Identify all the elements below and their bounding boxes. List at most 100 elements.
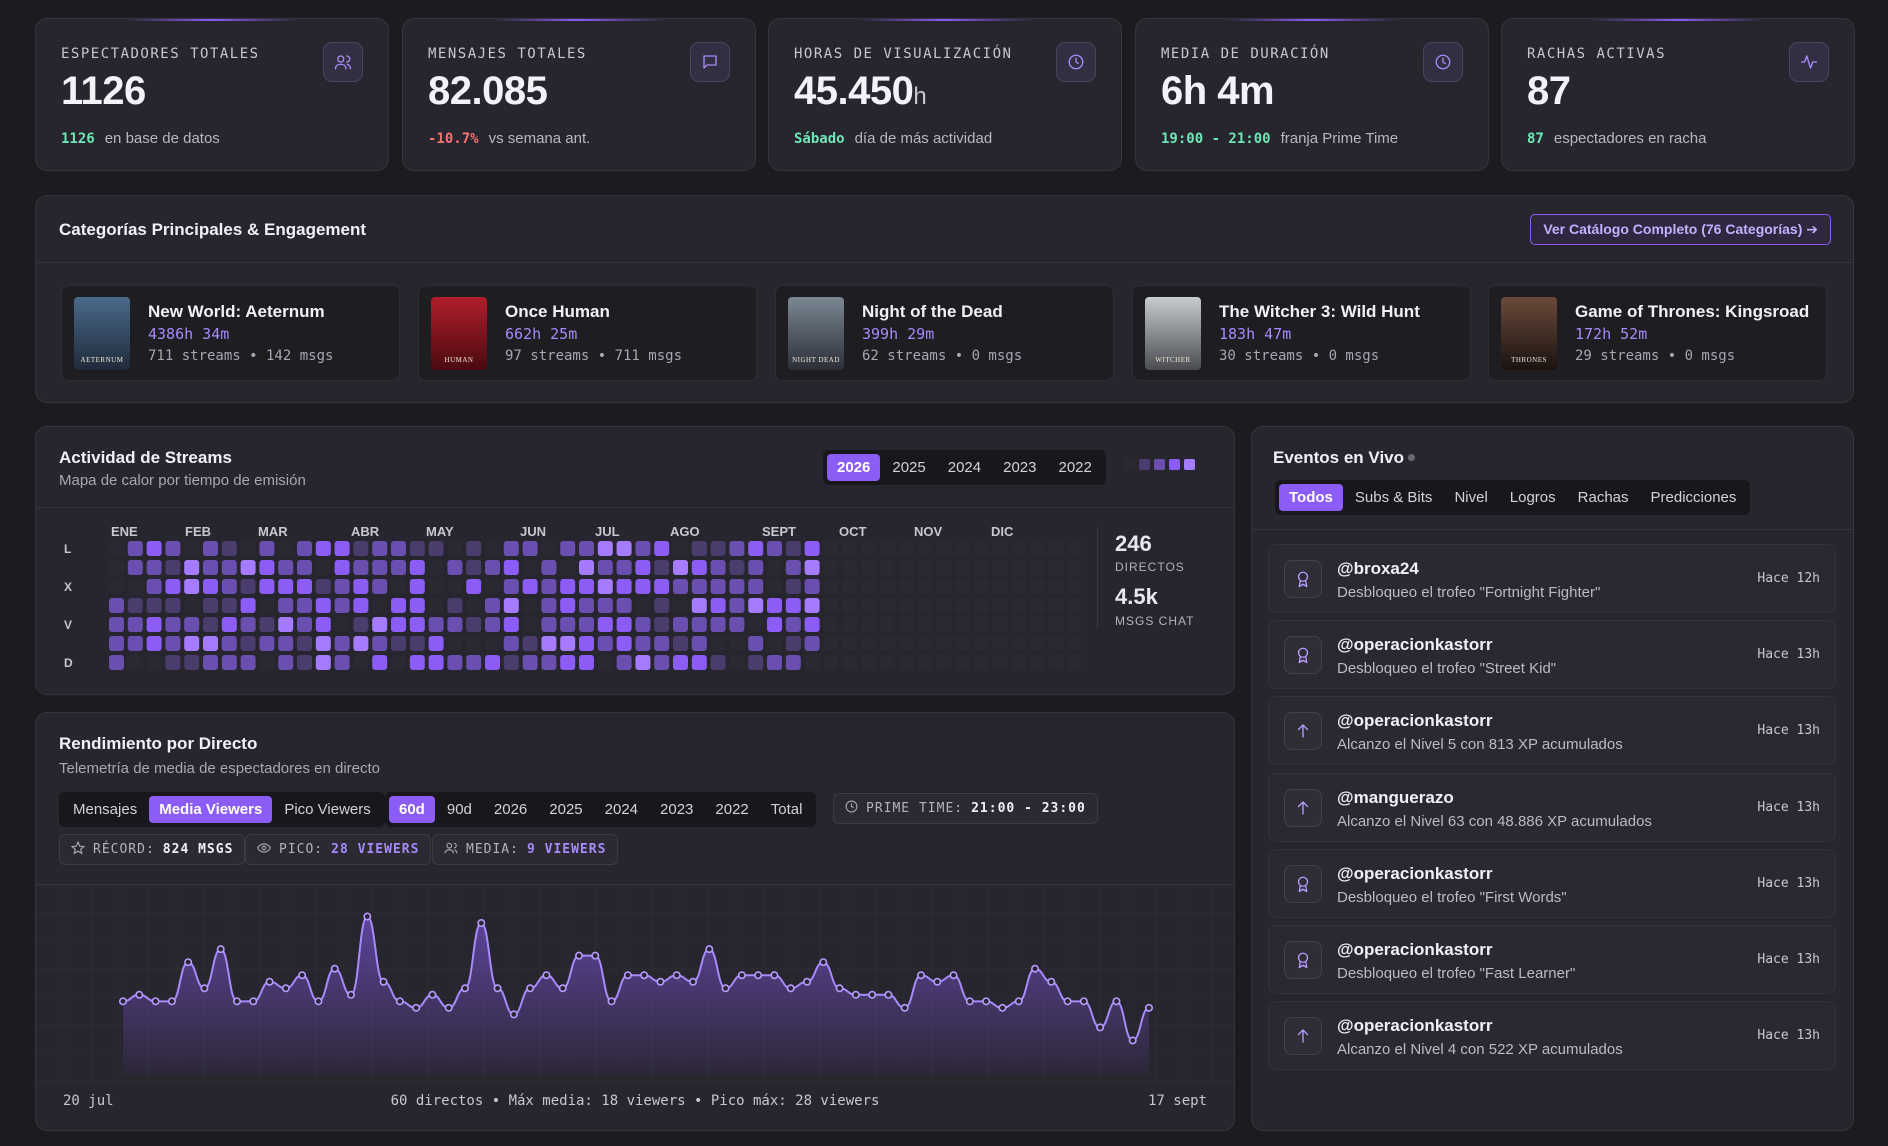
range-tab-2025[interactable]: 2025 [549,801,583,818]
heatmap-cell[interactable] [992,541,1008,556]
heatmap-cell[interactable] [485,655,500,670]
heatmap-cell[interactable] [879,598,895,613]
heatmap-cell[interactable] [127,655,143,670]
heatmap-cell[interactable] [560,560,576,575]
heatmap-cell[interactable] [804,617,820,632]
heatmap-cell[interactable] [466,541,482,556]
heatmap-cell[interactable] [334,541,350,556]
heatmap-cell[interactable] [597,598,613,613]
data-point[interactable] [509,1010,518,1019]
heatmap-cell[interactable] [785,579,801,594]
heatmap-cell[interactable] [203,598,218,613]
category-card[interactable]: AETERNUM New World: Aeternum 4386h 34m 711 … [61,285,400,381]
heatmap-cell[interactable] [842,655,858,670]
heatmap-cell[interactable] [146,617,162,632]
data-point[interactable] [998,1003,1007,1012]
heatmap-cell[interactable] [710,579,726,594]
heatmap-cell[interactable] [879,579,895,594]
heatmap-cell[interactable] [898,636,914,651]
heatmap-cell[interactable] [522,560,538,575]
heatmap-cell[interactable] [184,541,200,556]
heatmap-cell[interactable] [842,560,858,575]
heatmap-cell[interactable] [1011,579,1027,594]
heatmap-cell[interactable] [259,541,275,556]
heatmap-cell[interactable] [710,636,726,651]
heatmap-cell[interactable] [334,636,350,651]
heatmap-cell[interactable] [297,636,312,651]
heatmap-cell[interactable] [579,636,594,651]
data-point[interactable] [591,951,600,960]
data-point[interactable] [460,984,469,993]
data-point[interactable] [444,1003,453,1012]
heatmap-cell[interactable] [936,617,952,632]
heatmap-cell[interactable] [1030,560,1046,575]
heatmap-cell[interactable] [184,598,200,613]
heatmap-cell[interactable] [372,560,388,575]
heatmap-cell[interactable] [936,655,952,670]
event-user[interactable]: @manguerazo [1337,787,1454,807]
heatmap-cell[interactable] [579,617,594,632]
heatmap-cell[interactable] [804,560,820,575]
heatmap-cell[interactable] [973,598,989,613]
heatmap-cell[interactable] [1067,560,1081,575]
heatmap-cell[interactable] [184,560,200,575]
data-point[interactable] [135,990,144,999]
heatmap-cell[interactable] [992,636,1008,651]
events-tab-subs-bits[interactable]: Subs & Bits [1354,489,1433,506]
heatmap-cell[interactable] [522,579,538,594]
heatmap-cell[interactable] [278,655,294,670]
heatmap-cell[interactable] [691,636,707,651]
heatmap-cell[interactable] [127,579,143,594]
heatmap-cell[interactable] [1067,598,1081,613]
heatmap-cell[interactable] [823,655,839,670]
heatmap-cell[interactable] [221,541,237,556]
heatmap-cell[interactable] [579,655,594,670]
heatmap-cell[interactable] [710,541,726,556]
heatmap-cell[interactable] [560,617,576,632]
heatmap-cell[interactable] [992,560,1008,575]
heatmap-cell[interactable] [673,560,688,575]
heatmap-cell[interactable] [654,655,670,670]
data-point[interactable] [819,958,828,967]
heatmap-cell[interactable] [109,655,124,670]
heatmap-cell[interactable] [842,579,858,594]
heatmap-cell[interactable] [917,655,933,670]
heatmap-cell[interactable] [1049,541,1064,556]
heatmap-cell[interactable] [654,617,670,632]
heatmap-cell[interactable] [936,541,952,556]
heatmap-cell[interactable] [522,655,538,670]
heatmap-cell[interactable] [165,617,181,632]
heatmap-cell[interactable] [635,617,651,632]
heatmap-cell[interactable] [334,655,350,670]
heatmap-cell[interactable] [879,636,895,651]
heatmap-cell[interactable] [409,579,425,594]
heatmap-cell[interactable] [767,579,782,594]
heatmap-cell[interactable] [1067,579,1081,594]
heatmap-cell[interactable] [240,541,256,556]
data-point[interactable] [607,997,616,1006]
heatmap-cell[interactable] [146,636,162,651]
event-item[interactable]: @operacionkastorr Alcanzo el Nivel 5 con … [1268,696,1836,766]
data-point[interactable] [721,984,730,993]
heatmap-cell[interactable] [748,579,764,594]
heatmap-cell[interactable] [748,655,764,670]
heatmap-cell[interactable] [315,541,331,556]
heatmap-cell[interactable] [785,636,801,651]
heatmap-cell[interactable] [804,636,820,651]
heatmap-cell[interactable] [579,560,594,575]
data-point[interactable] [412,1003,421,1012]
heatmap-cell[interactable] [767,560,782,575]
heatmap-cell[interactable] [391,560,406,575]
catalog-button[interactable]: Ver Catálogo Completo (76 Categorías) ➔ [1530,214,1831,245]
heatmap-cell[interactable] [767,655,782,670]
heatmap-cell[interactable] [673,617,688,632]
heatmap-cell[interactable] [203,617,218,632]
data-point[interactable] [1079,997,1088,1006]
heatmap-cell[interactable] [1011,541,1027,556]
data-point[interactable] [1047,977,1056,986]
heatmap-cell[interactable] [823,598,839,613]
range-tab-2026[interactable]: 2026 [493,801,528,818]
range-tab-total[interactable]: Total [770,801,803,818]
heatmap-cell[interactable] [767,636,782,651]
heatmap-cell[interactable] [635,598,651,613]
